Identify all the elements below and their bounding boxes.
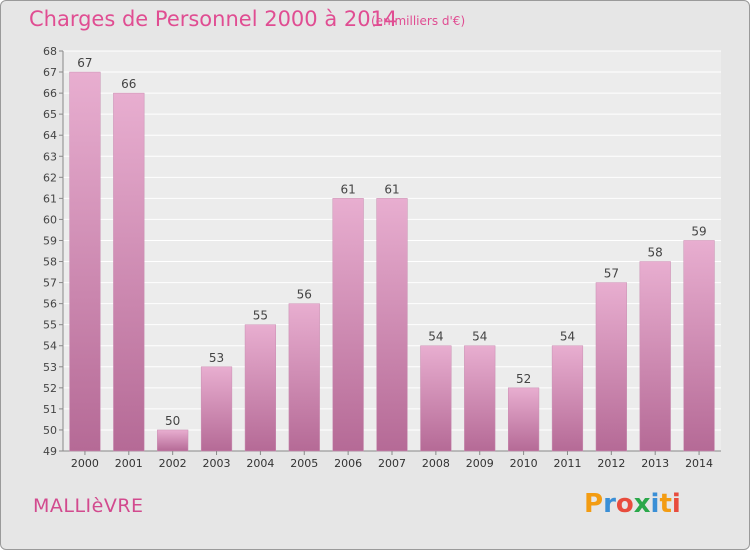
- y-tick-label: 56: [43, 298, 57, 311]
- bar: [113, 92, 145, 452]
- data-label: 55: [253, 309, 268, 323]
- bar: [200, 366, 233, 452]
- y-tick-label: 64: [43, 129, 57, 142]
- x-tick-label: 2012: [597, 457, 625, 470]
- y-tick-label: 63: [43, 150, 57, 163]
- y-tick-label: 60: [43, 213, 57, 226]
- bar: [244, 324, 277, 452]
- bar: [464, 345, 496, 452]
- bar: [332, 198, 364, 452]
- data-label: 57: [604, 267, 619, 281]
- y-tick-label: 51: [43, 403, 57, 416]
- data-label: 58: [648, 246, 663, 260]
- logo-letter: P: [584, 489, 604, 519]
- y-tick-label: 52: [43, 382, 57, 395]
- y-tick-label: 58: [43, 256, 57, 269]
- proxiti-logo: Proxiti: [584, 489, 681, 519]
- logo-letter: i: [671, 489, 681, 519]
- y-tick-label: 65: [43, 108, 57, 121]
- x-tick-label: 2008: [422, 457, 450, 470]
- x-tick-label: 2010: [510, 457, 538, 470]
- bar: [683, 240, 715, 452]
- chart-subtitle: (en milliers d'€): [371, 14, 466, 28]
- bar: [288, 303, 320, 452]
- data-label: 54: [428, 330, 443, 344]
- x-tick-label: 2004: [246, 457, 274, 470]
- y-tick-label: 55: [43, 319, 57, 332]
- x-tick-label: 2000: [71, 457, 99, 470]
- y-tick-label: 59: [43, 234, 57, 247]
- commune-name: MALLIèVRE: [33, 495, 144, 517]
- data-label: 52: [516, 372, 531, 386]
- data-label: 59: [691, 224, 706, 238]
- data-label: 66: [121, 77, 136, 91]
- x-tick-label: 2005: [290, 457, 318, 470]
- data-label: 61: [384, 182, 399, 196]
- data-label: 56: [297, 288, 312, 302]
- data-label: 54: [560, 330, 575, 344]
- x-tick-label: 2002: [159, 457, 187, 470]
- bar: [157, 429, 189, 452]
- bar: [595, 282, 627, 452]
- data-label: 54: [472, 330, 487, 344]
- y-tick-label: 62: [43, 171, 57, 184]
- data-label: 67: [77, 56, 92, 70]
- bar: [69, 71, 101, 452]
- y-tick-label: 53: [43, 361, 57, 374]
- x-tick-label: 2007: [378, 457, 406, 470]
- x-tick-label: 2006: [334, 457, 362, 470]
- data-label: 53: [209, 351, 224, 365]
- logo-letter: r: [603, 489, 616, 519]
- y-tick-label: 57: [43, 277, 57, 290]
- x-tick-label: 2011: [553, 457, 581, 470]
- x-tick-label: 2001: [115, 457, 143, 470]
- logo-letter: t: [659, 489, 672, 519]
- bar: [639, 261, 671, 452]
- logo-letter: o: [615, 489, 634, 519]
- logo-letter: x: [633, 489, 651, 519]
- y-tick-label: 67: [43, 66, 57, 79]
- logo-letter: i: [650, 489, 660, 519]
- x-tick-label: 2009: [466, 457, 494, 470]
- data-label: 61: [340, 182, 355, 196]
- x-tick-label: 2013: [641, 457, 669, 470]
- x-tick-label: 2014: [685, 457, 713, 470]
- y-tick-label: 68: [43, 45, 57, 58]
- bar: [376, 198, 408, 452]
- y-tick-label: 49: [43, 445, 57, 458]
- x-tick-label: 2003: [203, 457, 231, 470]
- data-label: 50: [165, 414, 180, 428]
- y-tick-label: 50: [43, 424, 57, 437]
- bar: [507, 387, 540, 452]
- y-tick-label: 61: [43, 192, 57, 205]
- bar: [551, 345, 584, 452]
- bar: [420, 345, 452, 452]
- chart-title: Charges de Personnel 2000 à 2014: [29, 7, 398, 31]
- y-tick-label: 54: [43, 340, 57, 353]
- y-tick-label: 66: [43, 87, 57, 100]
